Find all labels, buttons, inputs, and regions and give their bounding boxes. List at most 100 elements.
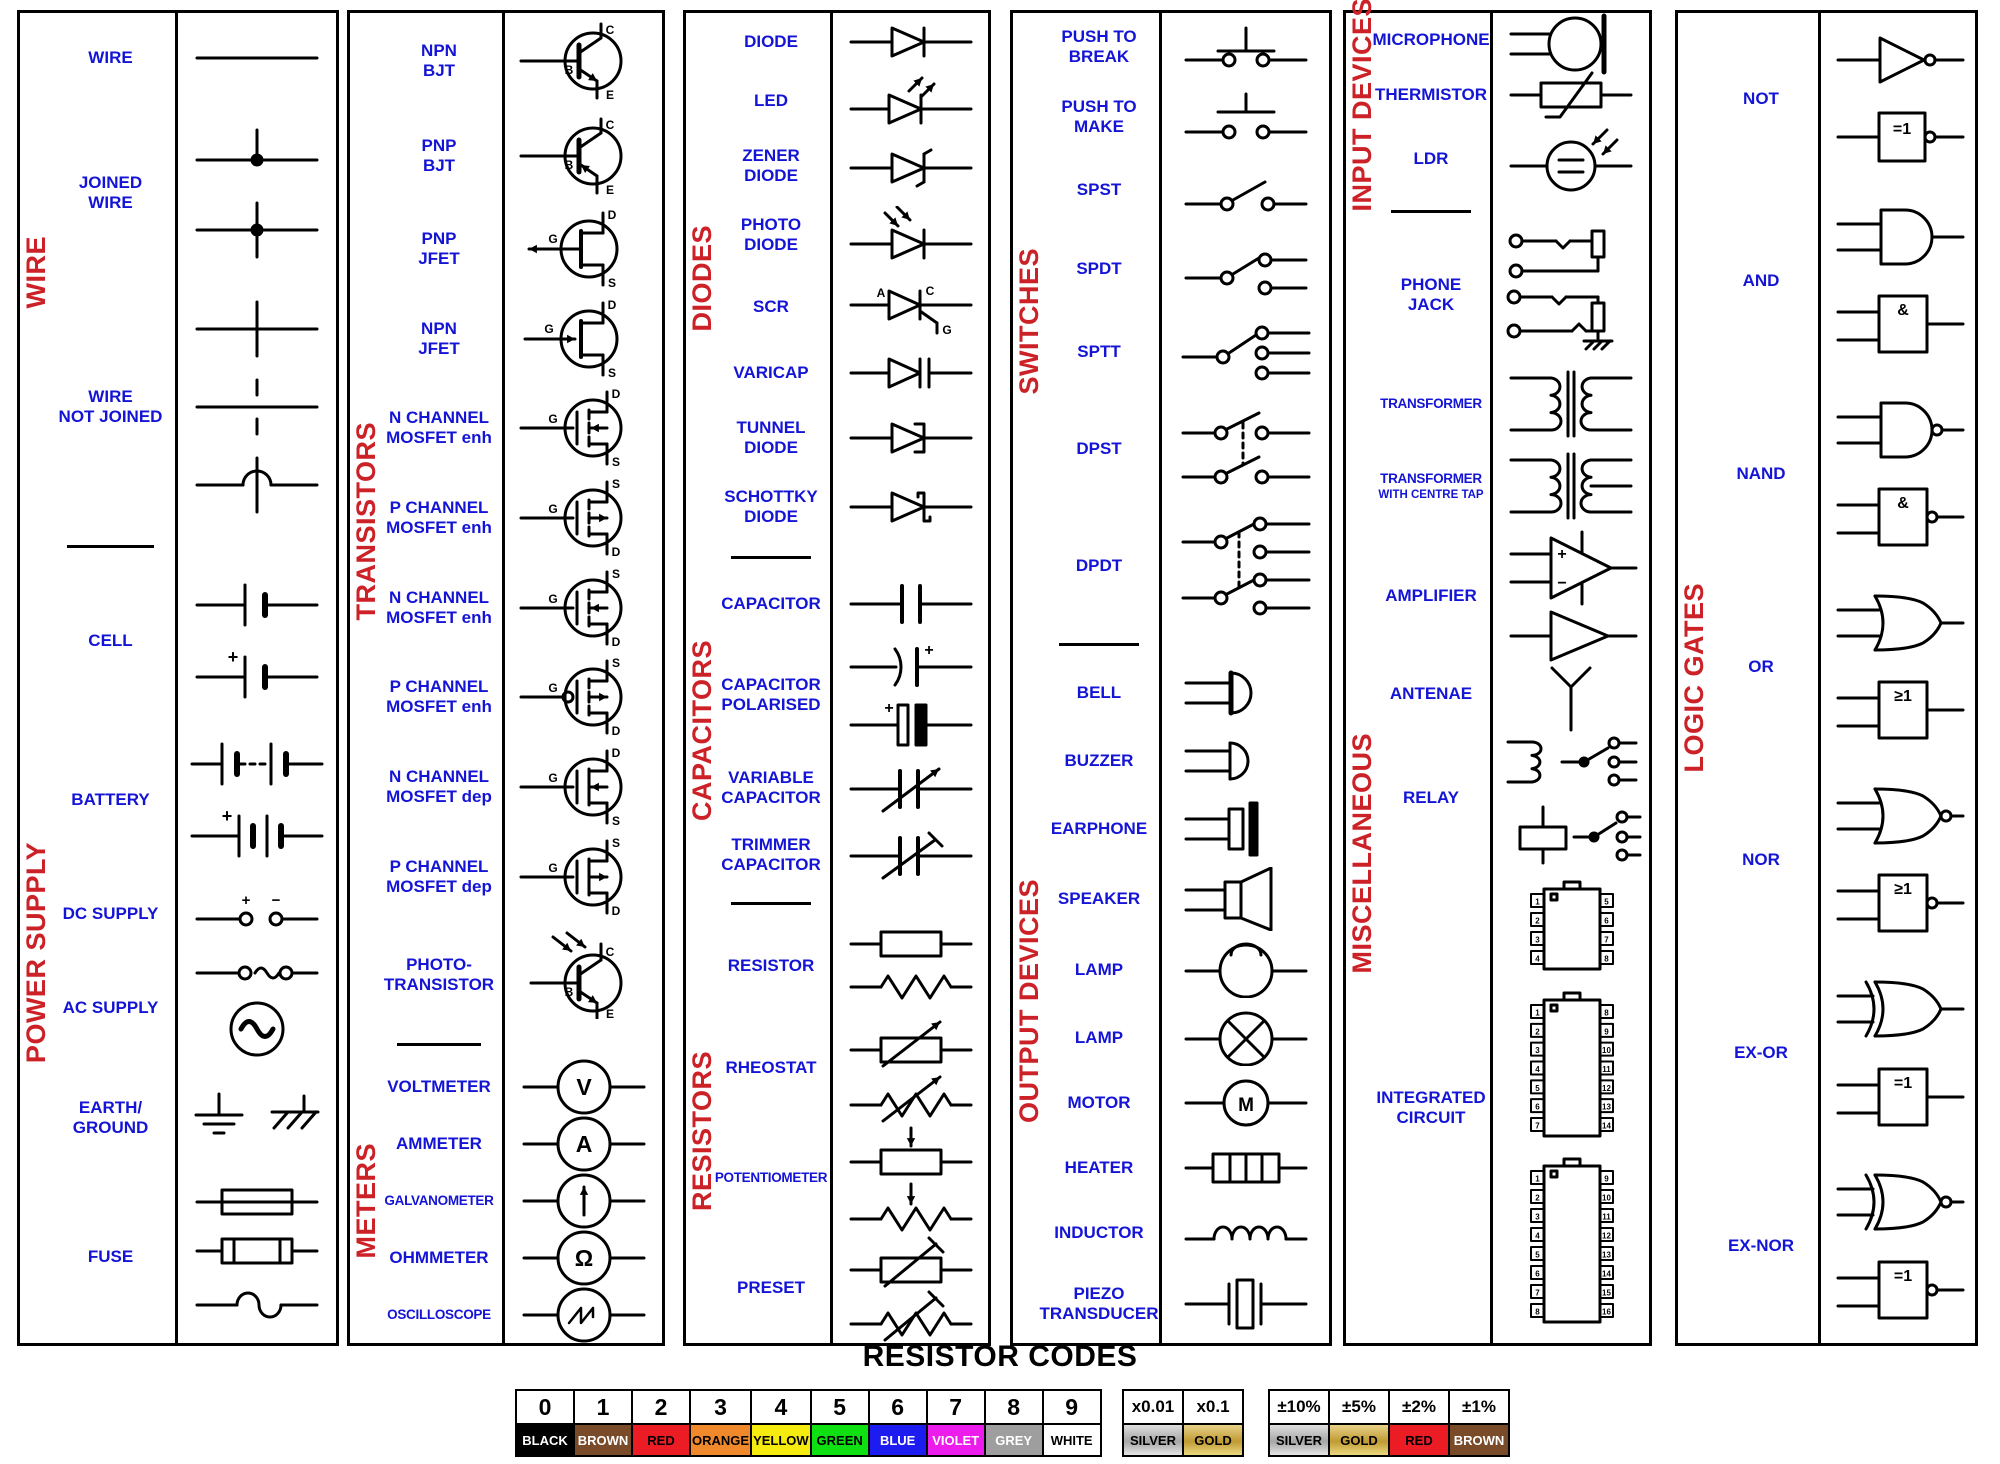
item-motor: MOTOR M xyxy=(1013,1071,1329,1135)
cell-polarity-symbol: + xyxy=(195,648,319,699)
symbol-row: A xyxy=(509,1116,659,1172)
item-label-cell: PIEZO TRANSDUCER xyxy=(1013,1264,1162,1344)
svg-text:G: G xyxy=(548,502,557,516)
item-symbol-cell: & xyxy=(1821,185,1975,378)
transformer-centre-tap-symbol xyxy=(1509,452,1633,520)
item-symbol-cell xyxy=(1493,363,1649,445)
item-label: PUSH TO BREAK xyxy=(1061,26,1137,66)
item-symbol-cell xyxy=(178,13,336,103)
item-symbol-cell xyxy=(833,918,988,1013)
item-symbol-cell xyxy=(178,283,336,532)
item-symbol-cell: G S D xyxy=(505,563,662,653)
item-heater: HEATER xyxy=(1013,1134,1329,1203)
item-tunnel-diode: TUNNEL DIODE xyxy=(686,404,988,472)
item-symbol-cell xyxy=(1162,227,1329,311)
pnp-jfet-symbol: D S G xyxy=(527,208,618,290)
item-symbol-cell xyxy=(1162,1202,1329,1265)
item-symbol-cell xyxy=(833,405,988,472)
battery-symbol xyxy=(190,742,324,786)
svg-text:13: 13 xyxy=(1602,1102,1611,1111)
band-value: 6 xyxy=(867,1389,928,1425)
category-label-input-devices: INPUT DEVICES xyxy=(1347,0,1377,212)
rheostat-zigzag-symbol xyxy=(849,1075,972,1123)
svg-text:E: E xyxy=(605,183,613,197)
item-label: CELL xyxy=(88,631,133,651)
svg-text:A: A xyxy=(876,286,885,300)
group-divider xyxy=(1013,629,1329,660)
item-earphone: EARPHONE xyxy=(1013,794,1329,863)
item-label: POTENTIOMETER xyxy=(714,1170,828,1186)
item-label: WIRE xyxy=(88,47,133,67)
item-symbol-cell: B C E xyxy=(505,109,662,205)
item-label-cell: EX-NOR xyxy=(1678,1149,1821,1343)
item-label: MOTOR xyxy=(1067,1092,1131,1112)
symbol-row xyxy=(184,1090,330,1146)
symbol-row xyxy=(1823,394,1973,464)
symbol-row: + xyxy=(836,641,986,691)
symbol-row: B C E xyxy=(509,931,659,1020)
item-symbol-cell xyxy=(1162,1004,1329,1072)
band-color-red: RED xyxy=(1388,1423,1450,1457)
ohmmeter-symbol: Ω xyxy=(522,1230,645,1286)
item-varicap: VARICAP xyxy=(686,342,988,405)
item-trimmer-capacitor: TRIMMER CAPACITOR xyxy=(686,821,988,889)
item-symbol-cell xyxy=(505,1286,662,1343)
item-label: EARTH/ GROUND xyxy=(72,1098,149,1138)
item-thermistor: THERMISTOR xyxy=(1346,67,1649,123)
or-gate-iec-symbol: ≥1 xyxy=(1836,680,1965,740)
item-symbol-cell: M xyxy=(1162,1072,1329,1135)
symbol-row xyxy=(1823,973,1973,1043)
item-symbol-cell: G S D xyxy=(505,653,662,743)
svg-text:D: D xyxy=(607,208,616,222)
symbol-row: + − xyxy=(182,892,332,936)
item-label-cell: SCHOTTKY DIODE xyxy=(686,471,833,543)
symbol-row xyxy=(1171,666,1321,720)
item-label-cell: SCR xyxy=(686,270,833,343)
symbol-row: B C E xyxy=(509,114,659,198)
wire-cross-symbol xyxy=(195,300,319,358)
panel-transistors-meters: TRANSISTORS NPN BJT B C E PNP BJT B C E PNP JFET D… xyxy=(347,10,665,1346)
item-symbol-cell xyxy=(1493,445,1649,527)
item-buzzer: BUZZER xyxy=(1013,726,1329,795)
item-symbol-cell xyxy=(1162,394,1329,504)
symbol-row: 1 2 3 4 5 6 7 8 9 10 11 12 13 14 xyxy=(1496,990,1646,1150)
item-capacitor: CAPACITOR xyxy=(686,572,988,636)
divider-line xyxy=(1058,642,1140,646)
divider-line xyxy=(396,1042,482,1046)
symbol-row: + xyxy=(182,648,332,702)
svg-text:B: B xyxy=(564,985,573,999)
item-label-cell: NOT xyxy=(1678,13,1821,185)
svg-text:10: 10 xyxy=(1602,1046,1611,1055)
item-label: PUSH TO MAKE xyxy=(1061,97,1137,137)
category-label-wrap: SWITCHES xyxy=(1014,13,1045,629)
joined-wire-tee-symbol xyxy=(195,128,319,167)
category-label-wrap: INPUT DEVICES xyxy=(1347,0,1378,211)
band-value: x0.1 xyxy=(1182,1389,1244,1425)
ldr-symbol xyxy=(1509,128,1633,192)
trimmer-capacitor-symbol xyxy=(849,831,972,880)
item-symbol-cell: D S G xyxy=(505,294,662,384)
svg-text:6: 6 xyxy=(1604,916,1609,925)
svg-text:M: M xyxy=(1238,1095,1254,1116)
item-label: THERMISTOR xyxy=(1374,85,1488,105)
and-gate-iec-symbol: & xyxy=(1836,294,1965,354)
symbol-row xyxy=(182,124,332,178)
item-label: INTEGRATED CIRCUIT xyxy=(1376,1087,1486,1127)
item-symbol-cell xyxy=(1493,13,1649,75)
item-symbol-cell xyxy=(178,949,336,1067)
item-label: AC SUPPLY xyxy=(62,997,159,1017)
item-ac-supply: AC SUPPLY xyxy=(20,948,336,1067)
led-symbol xyxy=(849,76,972,125)
earphone-symbol xyxy=(1184,801,1258,857)
symbol-row xyxy=(1171,801,1321,857)
item-capacitor-polarised: CAPACITOR POLARISED + + xyxy=(686,635,988,755)
svg-text:3: 3 xyxy=(1535,935,1540,944)
svg-text:2: 2 xyxy=(1535,1027,1540,1036)
svg-text:S: S xyxy=(607,366,615,380)
item-symbol-cell: + xyxy=(178,562,336,721)
symbol-row xyxy=(1171,1010,1321,1066)
item-label: AMPLIFIER xyxy=(1385,585,1477,605)
item-p-channel-mosfet-enh: P CHANNEL MOSFET enh G S D xyxy=(350,652,662,743)
item-label-cell: DPST xyxy=(1013,394,1162,504)
item-symbol-cell xyxy=(833,754,988,821)
